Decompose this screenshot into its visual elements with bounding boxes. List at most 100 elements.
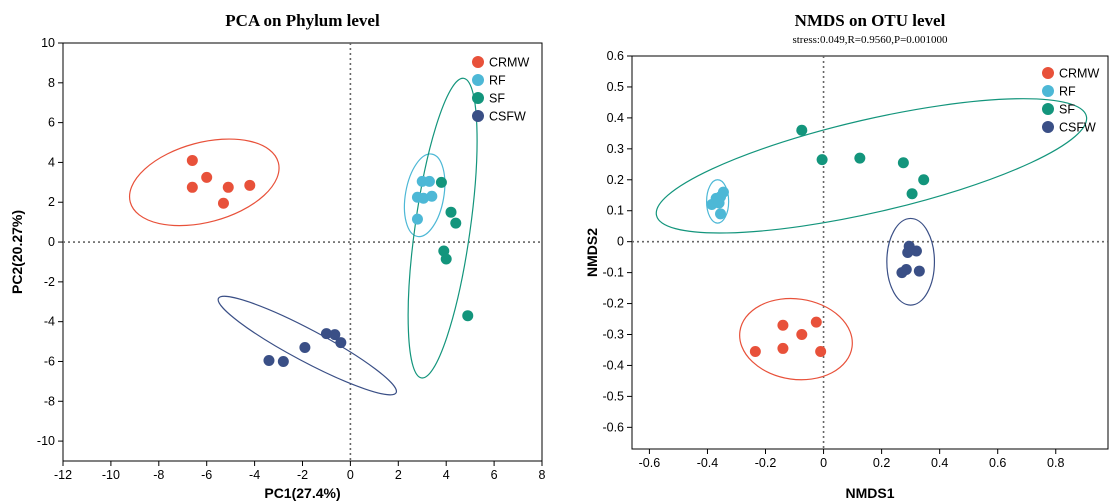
legend-marker-rf bbox=[1042, 85, 1054, 97]
y-tick-label: -4 bbox=[44, 315, 55, 329]
data-point-crmw bbox=[796, 329, 808, 341]
data-point-sf bbox=[854, 152, 866, 164]
x-tick-label: 8 bbox=[539, 468, 546, 482]
x-tick-label: 0 bbox=[820, 456, 827, 470]
legend: CRMW RF SF CSFW bbox=[1042, 67, 1099, 135]
y-tick-label: -6 bbox=[44, 354, 55, 368]
x-axis-label: PC1(27.4%) bbox=[264, 485, 340, 501]
y-axis-label: PC2(20.27%) bbox=[9, 210, 25, 294]
y-tick-label: 2 bbox=[48, 195, 55, 209]
data-point-rf bbox=[423, 175, 435, 187]
x-tick-label: 0.6 bbox=[989, 456, 1006, 470]
chart-1: PCA on Phylum level -12 -10 -8 -6 -4 -2 0 2 4 6 8 -1… bbox=[9, 11, 546, 501]
data-point-crmw bbox=[244, 179, 256, 191]
legend-marker-crmw bbox=[1042, 67, 1054, 79]
y-tick-label: 8 bbox=[48, 76, 55, 90]
data-point-rf bbox=[411, 213, 423, 225]
x-tick-label: -6 bbox=[201, 468, 212, 482]
x-axis-label: NMDS1 bbox=[845, 485, 894, 501]
data-point-csfw bbox=[913, 265, 925, 277]
chart-2: NMDS on OTU level stress:0.049,R=0.9560,P… bbox=[584, 11, 1109, 501]
y-tick-label: 4 bbox=[48, 155, 55, 169]
data-point-csfw bbox=[299, 342, 311, 354]
legend-marker-rf bbox=[472, 74, 484, 86]
data-point-csfw bbox=[277, 355, 289, 367]
data-point-rf bbox=[426, 190, 438, 202]
legend: CRMW RF SF CSFW bbox=[472, 56, 529, 124]
y-tick-label: 0.2 bbox=[607, 173, 624, 187]
x-tick-label: 0.2 bbox=[873, 456, 890, 470]
y-tick-label: -0.2 bbox=[602, 297, 624, 311]
legend-label-crmw: CRMW bbox=[489, 56, 529, 70]
y-tick-label: 0.1 bbox=[607, 204, 624, 218]
legend-marker-csfw bbox=[472, 110, 484, 122]
confidence-ellipse-crmw bbox=[128, 138, 280, 227]
x-tick-label: -10 bbox=[102, 468, 120, 482]
data-point-crmw bbox=[777, 319, 789, 331]
x-tick-label: 2 bbox=[395, 468, 402, 482]
data-point-sf bbox=[450, 217, 462, 229]
legend-label-csfw: CSFW bbox=[489, 110, 526, 124]
data-point-csfw bbox=[896, 267, 908, 279]
confidence-ellipse-rf bbox=[403, 153, 446, 238]
data-point-crmw bbox=[217, 197, 229, 209]
data-point-csfw bbox=[329, 329, 341, 341]
x-tick-label: -0.4 bbox=[697, 456, 719, 470]
y-tick-label: -0.1 bbox=[602, 266, 624, 280]
data-point-rf bbox=[417, 192, 429, 204]
x-tick-label: -0.6 bbox=[639, 456, 661, 470]
data-point-crmw bbox=[777, 342, 789, 354]
chart-title: NMDS on OTU level bbox=[795, 11, 946, 30]
x-tick-label: 0 bbox=[347, 468, 354, 482]
x-tick-label: -8 bbox=[153, 468, 164, 482]
data-point-csfw bbox=[902, 247, 914, 258]
chart-subtitle: stress:0.049,R=0.9560,P=0.001000 bbox=[792, 34, 948, 46]
legend-label-rf: RF bbox=[489, 74, 506, 88]
data-point-sf bbox=[906, 188, 918, 200]
y-tick-label: -0.5 bbox=[602, 389, 624, 403]
data-point-sf bbox=[897, 157, 909, 169]
y-tick-label: 0.4 bbox=[607, 111, 624, 125]
data-point-sf bbox=[435, 176, 447, 188]
confidence-ellipse-crmw bbox=[739, 297, 853, 381]
x-tick-label: 0.8 bbox=[1047, 456, 1064, 470]
data-point-crmw bbox=[222, 181, 234, 193]
data-point-sf bbox=[918, 174, 930, 186]
x-tick-label: 4 bbox=[443, 468, 450, 482]
y-axis-label: NMDS2 bbox=[584, 228, 600, 277]
y-tick-label: 0 bbox=[48, 235, 55, 249]
legend-marker-sf bbox=[472, 92, 484, 104]
confidence-ellipse-sf bbox=[407, 77, 478, 379]
plot-frame bbox=[631, 55, 1109, 450]
y-tick-label: 10 bbox=[41, 36, 55, 50]
legend-label-rf: RF bbox=[1059, 85, 1076, 99]
confidence-ellipse-csfw bbox=[217, 295, 398, 396]
x-tick-label: -2 bbox=[297, 468, 308, 482]
confidence-ellipse-sf bbox=[655, 98, 1088, 234]
data-point-sf bbox=[796, 124, 808, 136]
data-point-crmw bbox=[810, 316, 822, 328]
data-point-crmw bbox=[186, 181, 198, 193]
data-point-sf bbox=[816, 154, 828, 166]
y-tick-label: 6 bbox=[48, 116, 55, 130]
plot-frame bbox=[62, 42, 543, 462]
legend-label-sf: SF bbox=[489, 92, 505, 106]
data-point-csfw bbox=[320, 328, 332, 340]
x-tick-label: -0.2 bbox=[755, 456, 777, 470]
y-tick-label: -2 bbox=[44, 275, 55, 289]
y-tick-label: -0.6 bbox=[602, 420, 624, 434]
data-point-rf bbox=[717, 186, 729, 198]
y-tick-label: 0.6 bbox=[607, 49, 624, 63]
data-point-csfw bbox=[910, 245, 922, 257]
data-point-crmw bbox=[749, 346, 761, 358]
data-point-sf bbox=[440, 253, 452, 265]
data-point-sf bbox=[445, 206, 457, 218]
x-tick-label: 6 bbox=[491, 468, 498, 482]
data-point-csfw bbox=[335, 337, 347, 349]
confidence-ellipse-csfw bbox=[886, 217, 936, 306]
legend-marker-csfw bbox=[1042, 121, 1054, 133]
legend-label-csfw: CSFW bbox=[1059, 121, 1096, 135]
y-tick-label: -0.4 bbox=[602, 358, 624, 372]
legend-label-crmw: CRMW bbox=[1059, 67, 1099, 81]
